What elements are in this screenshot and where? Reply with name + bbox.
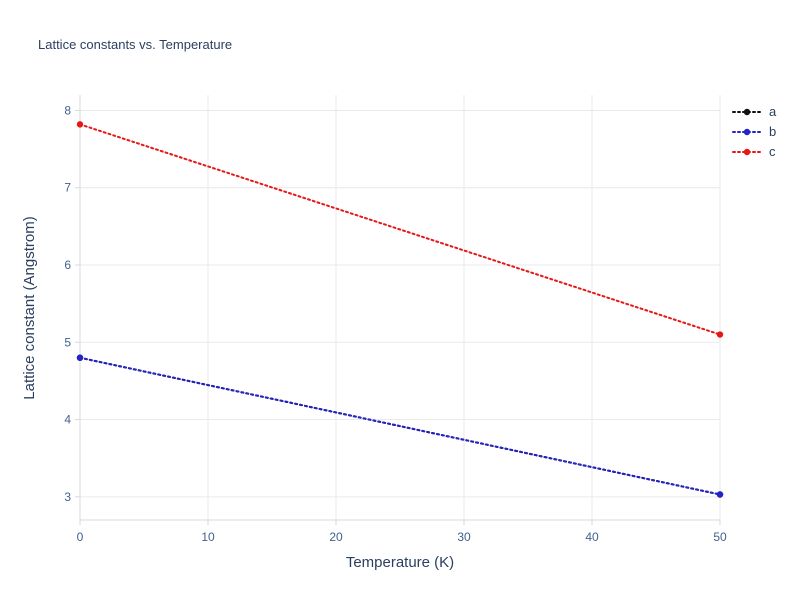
- legend: abc: [732, 104, 777, 159]
- x-axis-label: Temperature (K): [346, 554, 454, 571]
- series-marker-b: [716, 491, 724, 498]
- y-tick-label: 8: [64, 103, 71, 117]
- legend-label-a: a: [769, 104, 777, 119]
- series-marker-b: [76, 354, 84, 361]
- axes: 0 10 20 30 40 50 3 4 5 6 7 8: [64, 95, 727, 544]
- legend-marker-c: [743, 148, 751, 156]
- x-tick-label: 0: [77, 530, 84, 544]
- x-tick-label: 10: [201, 530, 215, 544]
- x-tick-label: 40: [585, 530, 599, 544]
- y-tick-label: 7: [64, 181, 71, 195]
- series-line-c: [79, 123, 721, 336]
- series-marker-c: [716, 331, 724, 338]
- series-line-b: [79, 356, 721, 496]
- legend-marker-a: [743, 108, 751, 116]
- x-tick-label: 30: [457, 530, 471, 544]
- legend-marker-b: [743, 128, 751, 136]
- y-tick-label: 5: [64, 335, 71, 349]
- series-marker-c: [76, 121, 84, 128]
- chart-title: Lattice constants vs. Temperature: [38, 37, 233, 52]
- y-axis-label: Lattice constant (Angstrom): [21, 216, 38, 399]
- x-tick-label: 20: [329, 530, 343, 544]
- y-tick-label: 3: [64, 490, 71, 504]
- legend-label-b: b: [769, 124, 776, 139]
- gridlines: [79, 95, 721, 520]
- x-tick-label: 50: [713, 530, 727, 544]
- series-group: [76, 121, 724, 498]
- y-tick-label: 6: [64, 258, 71, 272]
- y-tick-label: 4: [64, 413, 71, 427]
- legend-label-c: c: [769, 144, 776, 159]
